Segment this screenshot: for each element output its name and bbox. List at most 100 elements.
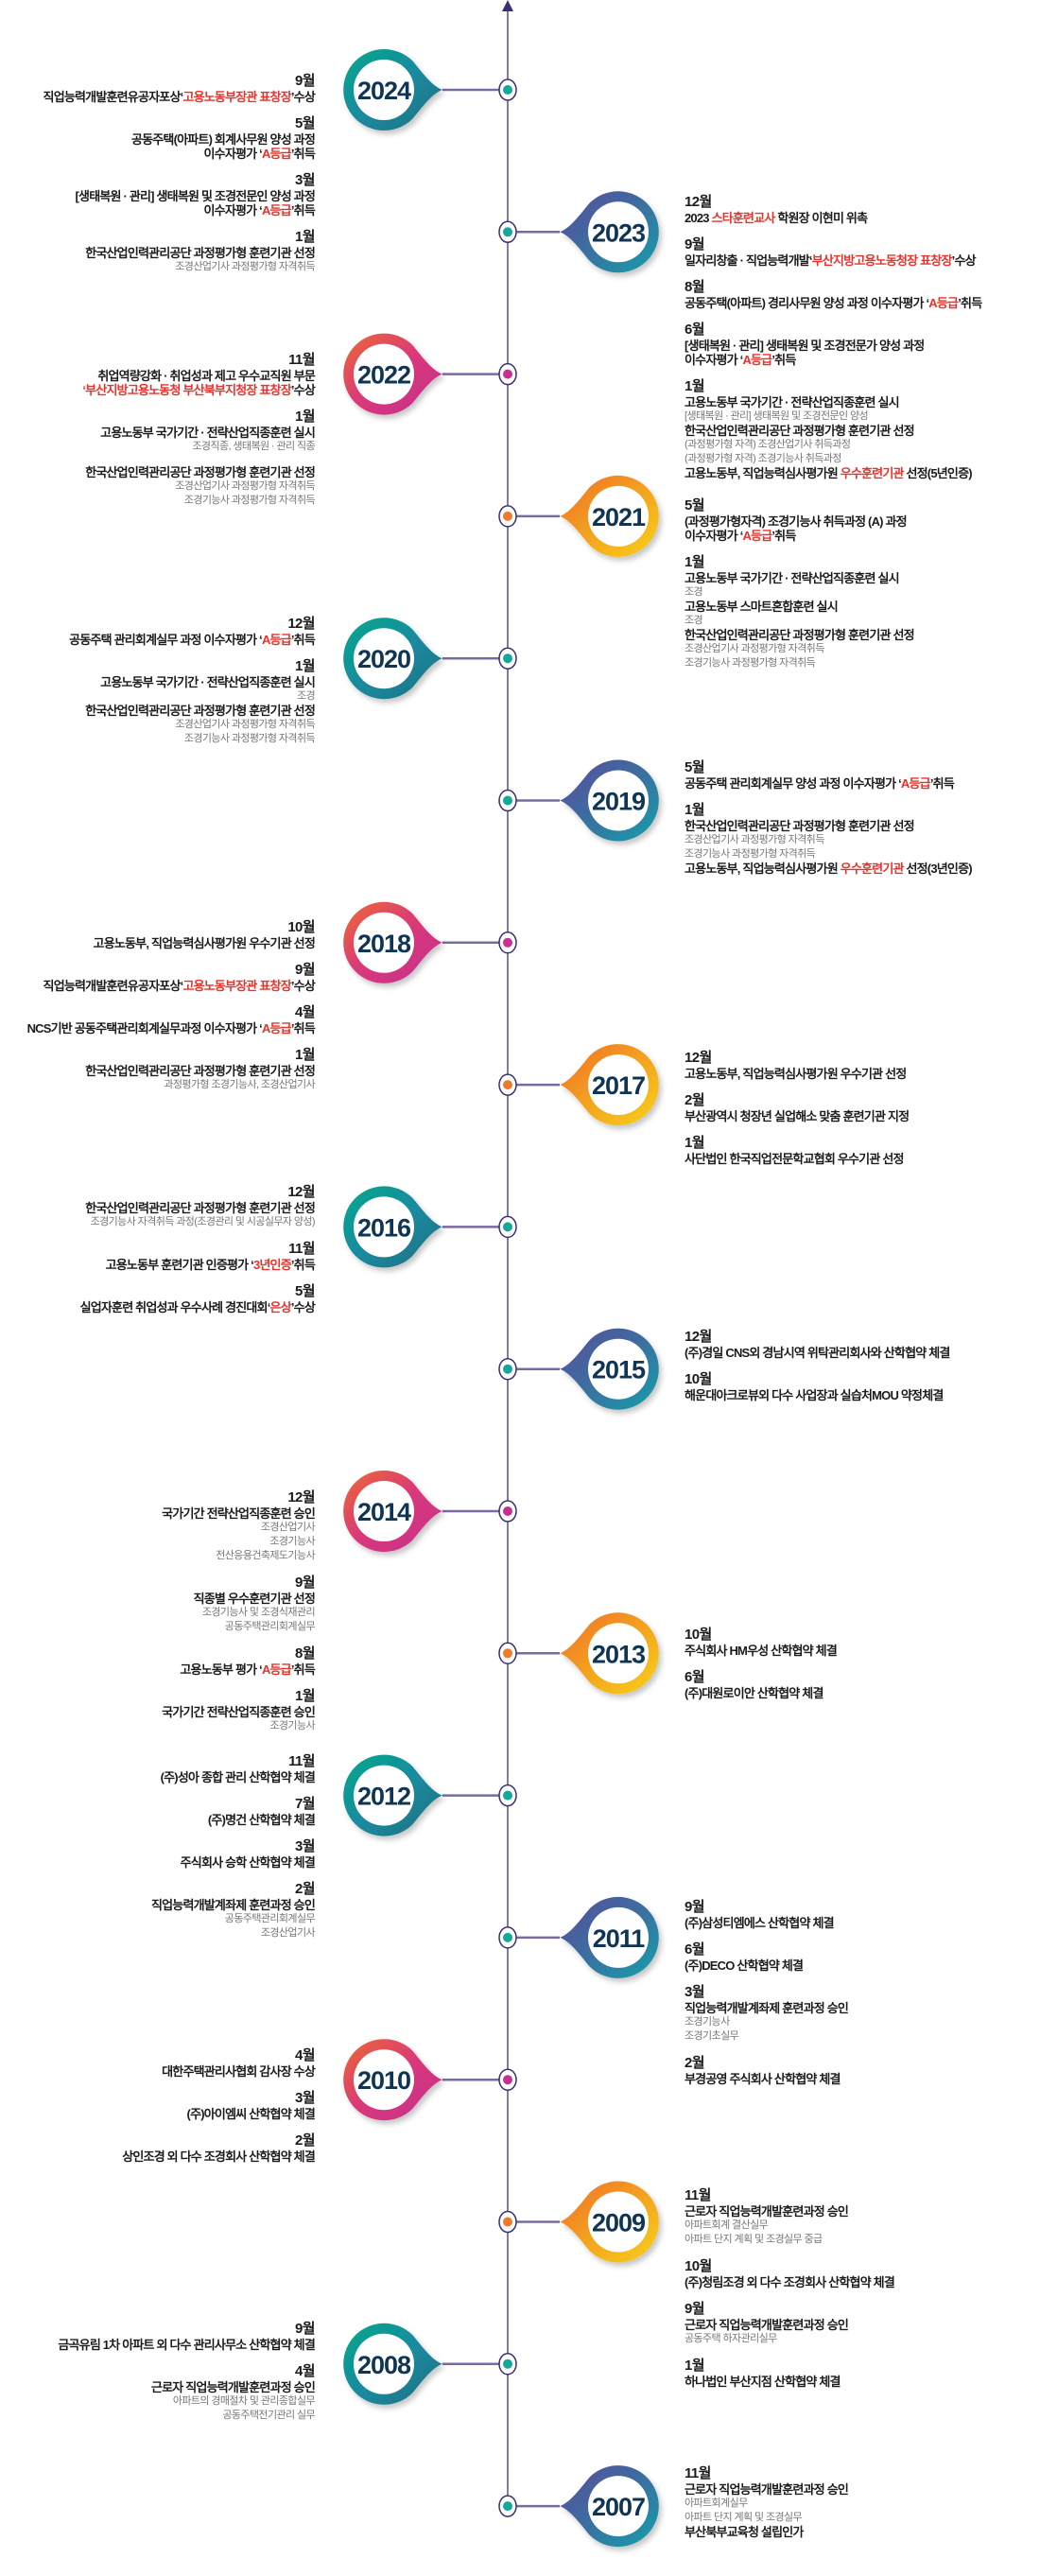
entry-title: (주)성아 종합 관리 산학협약 체결: [0, 1770, 316, 1784]
timeline-entry: 3월 (주)아이엠씨 산학협약 체결: [0, 2090, 316, 2121]
text-segment: (주)명건 산학협약 체결: [207, 1812, 316, 1827]
text-segment: 해운대아크로뷰외 다수 사업장과 실습처MOU 약정체결: [685, 1387, 944, 1402]
year-group-2019: 5월 공동주택 관리회계실무 양성 과정 이수자평가 ‘A등급’취득 1월 한국산업인…: [685, 759, 1040, 887]
timeline-dot-center: [503, 1080, 512, 1090]
text-segment: 국가기간 전략산업직종훈련 승인: [162, 1705, 316, 1719]
text-segment: 선정(3년인증): [903, 861, 972, 876]
text-segment: 공동주택 관리회계실무 과정 이수자평가 ‘: [69, 633, 263, 648]
entry-title: 근로자 직업능력개발훈련과정 승인: [685, 2318, 1040, 2332]
text-segment: 공동주택전기관리 실무: [222, 2409, 315, 2421]
entry-month: 1월: [295, 408, 316, 425]
entry-title: 이수자평가 ‘A등급’취득: [685, 529, 1040, 543]
text-segment: 아파트회계실무: [685, 2498, 748, 2510]
timeline-entry: 9월 직업능력개발훈련유공자포상‘고용노동부장관 표창장’수상: [0, 73, 316, 104]
text-segment: 이수자평가 ‘: [203, 147, 263, 161]
timeline-entry: 11월 근로자 직업능력개발훈련과정 승인 아파트회계 결산실무 아파트 단지 계획 …: [685, 2187, 1040, 2247]
entry-detail: 전산응용건축제도기능사: [0, 1549, 315, 1563]
entry-title: 한국산업인력관리공단 과정평가형 훈련기관 선정: [685, 819, 1040, 833]
timeline-dot-center: [503, 369, 512, 379]
text-segment: 한국산업인력관리공단 과정평가형 훈련기관 선정: [85, 704, 316, 719]
timeline-entry: 3월 [생태복원 · 관리] 생태복원 및 조경전문인 양성 과정 이수자평가 ‘A…: [0, 172, 316, 218]
text-segment: 상인조경 외 다수 조경회사 산학협약 체결: [122, 2150, 316, 2165]
entry-detail: 아파트의 경매절차 및 관리종합실무: [0, 2394, 316, 2409]
text-segment: ’취득: [290, 203, 316, 218]
timeline-entry: 6월 [생태복원 · 관리] 생태복원 및 조경전문가 양성 과정 이수자평가 ‘A…: [685, 322, 1040, 367]
text-segment: 주식회사 HM우성 산학협약 체결: [685, 1644, 838, 1659]
entry-title: 직업능력개발훈련유공자포상‘고용노동부장관 표창장’수상: [0, 978, 316, 993]
entry-title: [생태복원 · 관리] 생태복원 및 조경전문가 양성 과정: [685, 339, 1040, 353]
year-group-2011: 9월 (주)삼성티엠에스 산학협약 체결 6월 (주)DECO 산학협약 체결 3월 직업…: [685, 1899, 1040, 2097]
entry-month: 6월: [685, 1669, 705, 1686]
text-segment: 고용노동부, 직업능력심사평가원 우수기관 선정: [685, 1067, 907, 1082]
entry-title: 고용노동부 스마트혼합훈련 실시: [685, 600, 1040, 614]
timeline-dot-center: [503, 227, 512, 237]
year-label: 2015: [592, 1356, 646, 1384]
timeline-entry: 12월 고용노동부, 직업능력심사평가원 우수기관 선정: [685, 1050, 1040, 1081]
entry-month: 2월: [295, 1880, 316, 1897]
entry-detail: 조경산업기사 과정평가형 자격취득: [0, 479, 315, 494]
text-segment: 공동주택관리회계실무: [224, 1912, 316, 1924]
entry-title: 한국산업인력관리공단 과정평가형 훈련기관 선정: [0, 1201, 316, 1215]
text-segment: 실업자훈련 취업성과 우수사례 경진대회‘: [79, 1300, 271, 1315]
text-segment: 국가기간 전략산업직종훈련 승인: [162, 1506, 316, 1521]
entry-detail: 조경기능사 자격취득 과정(조경관리 및 시공실무자 양성): [0, 1215, 316, 1229]
timeline-entry: 9월 금곡유림 1차 아파트 외 다수 관리사무소 산학협약 체결: [0, 2321, 315, 2352]
timeline-entry: 1월 고용노동부 국가기간 · 전략산업직종훈련 실시 [생태복원 · 관리] 생태…: [685, 378, 1040, 480]
highlight-text: A등급: [261, 633, 292, 648]
entry-title: 국가기간 전략산업직종훈련 승인: [0, 1705, 316, 1719]
text-segment: 조경산업기사 과정평가형 자격취득: [685, 833, 824, 845]
year-label: 2013: [592, 1640, 646, 1668]
text-segment: 직업능력개발훈련유공자포상‘: [43, 978, 184, 993]
entry-month: 3월: [685, 1983, 705, 2000]
year-badge-inner: [588, 1054, 649, 1116]
entry-detail: [생태복원 · 관리] 생태복원 및 조경전문인 양성: [685, 409, 1040, 424]
entry-month: 11월: [288, 351, 315, 368]
timeline-entry: 4월 근로자 직업능력개발훈련과정 승인 아파트의 경매절차 및 관리종합실무 공동주…: [0, 2363, 316, 2423]
text-segment: 이수자평가 ‘: [685, 353, 743, 368]
year-node-2024: 2024: [343, 49, 517, 131]
year-badge-inner: [354, 1196, 414, 1258]
text-segment: 근로자 직업능력개발훈련과정 승인: [685, 2317, 849, 2332]
text-segment: ’취득: [771, 353, 796, 368]
year-badge-inner: [588, 1338, 649, 1400]
text-segment: 조경: [685, 614, 703, 626]
text-segment: (주)청림조경 외 다수 조경회사 산학협약 체결: [685, 2274, 895, 2289]
timeline-entry: 7월 (주)명건 산학협약 체결: [0, 1796, 316, 1827]
entry-title: 공동주택 관리회계실무 과정 이수자평가 ‘A등급’취득: [0, 633, 316, 648]
timeline-entry: 1월 고용노동부 국가기간 · 전략산업직종훈련 실시 조경 한국산업인력관리공단 과…: [0, 658, 316, 746]
text-segment: 고용노동부 스마트혼합훈련 실시: [685, 599, 839, 614]
entry-month: 11월: [288, 1752, 315, 1769]
year-badge-inner: [354, 1481, 414, 1541]
entry-title: 일자리창출 · 직업능력개발‘부산지방고용노동청장 표창장’수상: [685, 253, 1040, 268]
timeline-entry: 5월 실업자훈련 취업성과 우수사례 경진대회‘은상’수상: [0, 1283, 316, 1315]
text-segment: 고용노동부, 직업능력심사평가원: [685, 466, 841, 481]
entry-title: (주)청림조경 외 다수 조경회사 산학협약 체결: [685, 2275, 1040, 2289]
entry-title: 한국산업인력관리공단 과정평가형 훈련기관 선정: [0, 246, 316, 260]
entry-title: 고용노동부 훈련기관 인증평가 ‘3년인증’취득: [0, 1258, 316, 1273]
entry-month: 1월: [685, 553, 705, 570]
entry-month: 6월: [685, 322, 705, 339]
year-badge-inner: [588, 485, 649, 547]
entry-month: 1월: [295, 658, 316, 675]
text-segment: 한국산업인력관리공단 과정평가형 훈련기관 선정: [85, 1063, 316, 1078]
text-segment: 조경기능사 과정평가형 자격취득: [183, 733, 316, 745]
text-segment: 조경산업기사: [260, 1926, 316, 1939]
text-segment: 대한주택관리사협회 감사장 수상: [162, 2064, 316, 2080]
timeline-dot-center: [503, 1506, 512, 1516]
entry-title: 직업능력개발계좌제 훈련과정 승인: [0, 1898, 316, 1912]
text-segment: 조경산업기사 과정평가형 자격취득: [175, 261, 315, 272]
year-node-2022: 2022: [343, 333, 517, 415]
entry-title: 부경공영 주식회사 산학협약 체결: [685, 2072, 1040, 2086]
entry-detail: 조경기초실무: [685, 2029, 1040, 2044]
text-segment: 부산북부교육청 설립인가: [685, 2525, 804, 2540]
entry-title: 한국산업인력관리공단 과정평가형 훈련기관 선정: [685, 628, 1040, 642]
timeline-entry: 12월 공동주택 관리회계실무 과정 이수자평가 ‘A등급’취득: [0, 616, 316, 648]
entry-title: 고용노동부, 직업능력심사평가원 우수기관 선정: [685, 1067, 1040, 1081]
text-segment: 고용노동부 훈련기관 인증평가 ‘: [105, 1258, 254, 1273]
entry-month: 11월: [288, 1241, 315, 1258]
year-node-2017: 2017: [498, 1044, 659, 1126]
entry-month: 9월: [295, 1575, 316, 1591]
entry-title: (주)대원로이안 산학협약 체결: [685, 1686, 1040, 1700]
year-label: 2018: [357, 930, 411, 958]
